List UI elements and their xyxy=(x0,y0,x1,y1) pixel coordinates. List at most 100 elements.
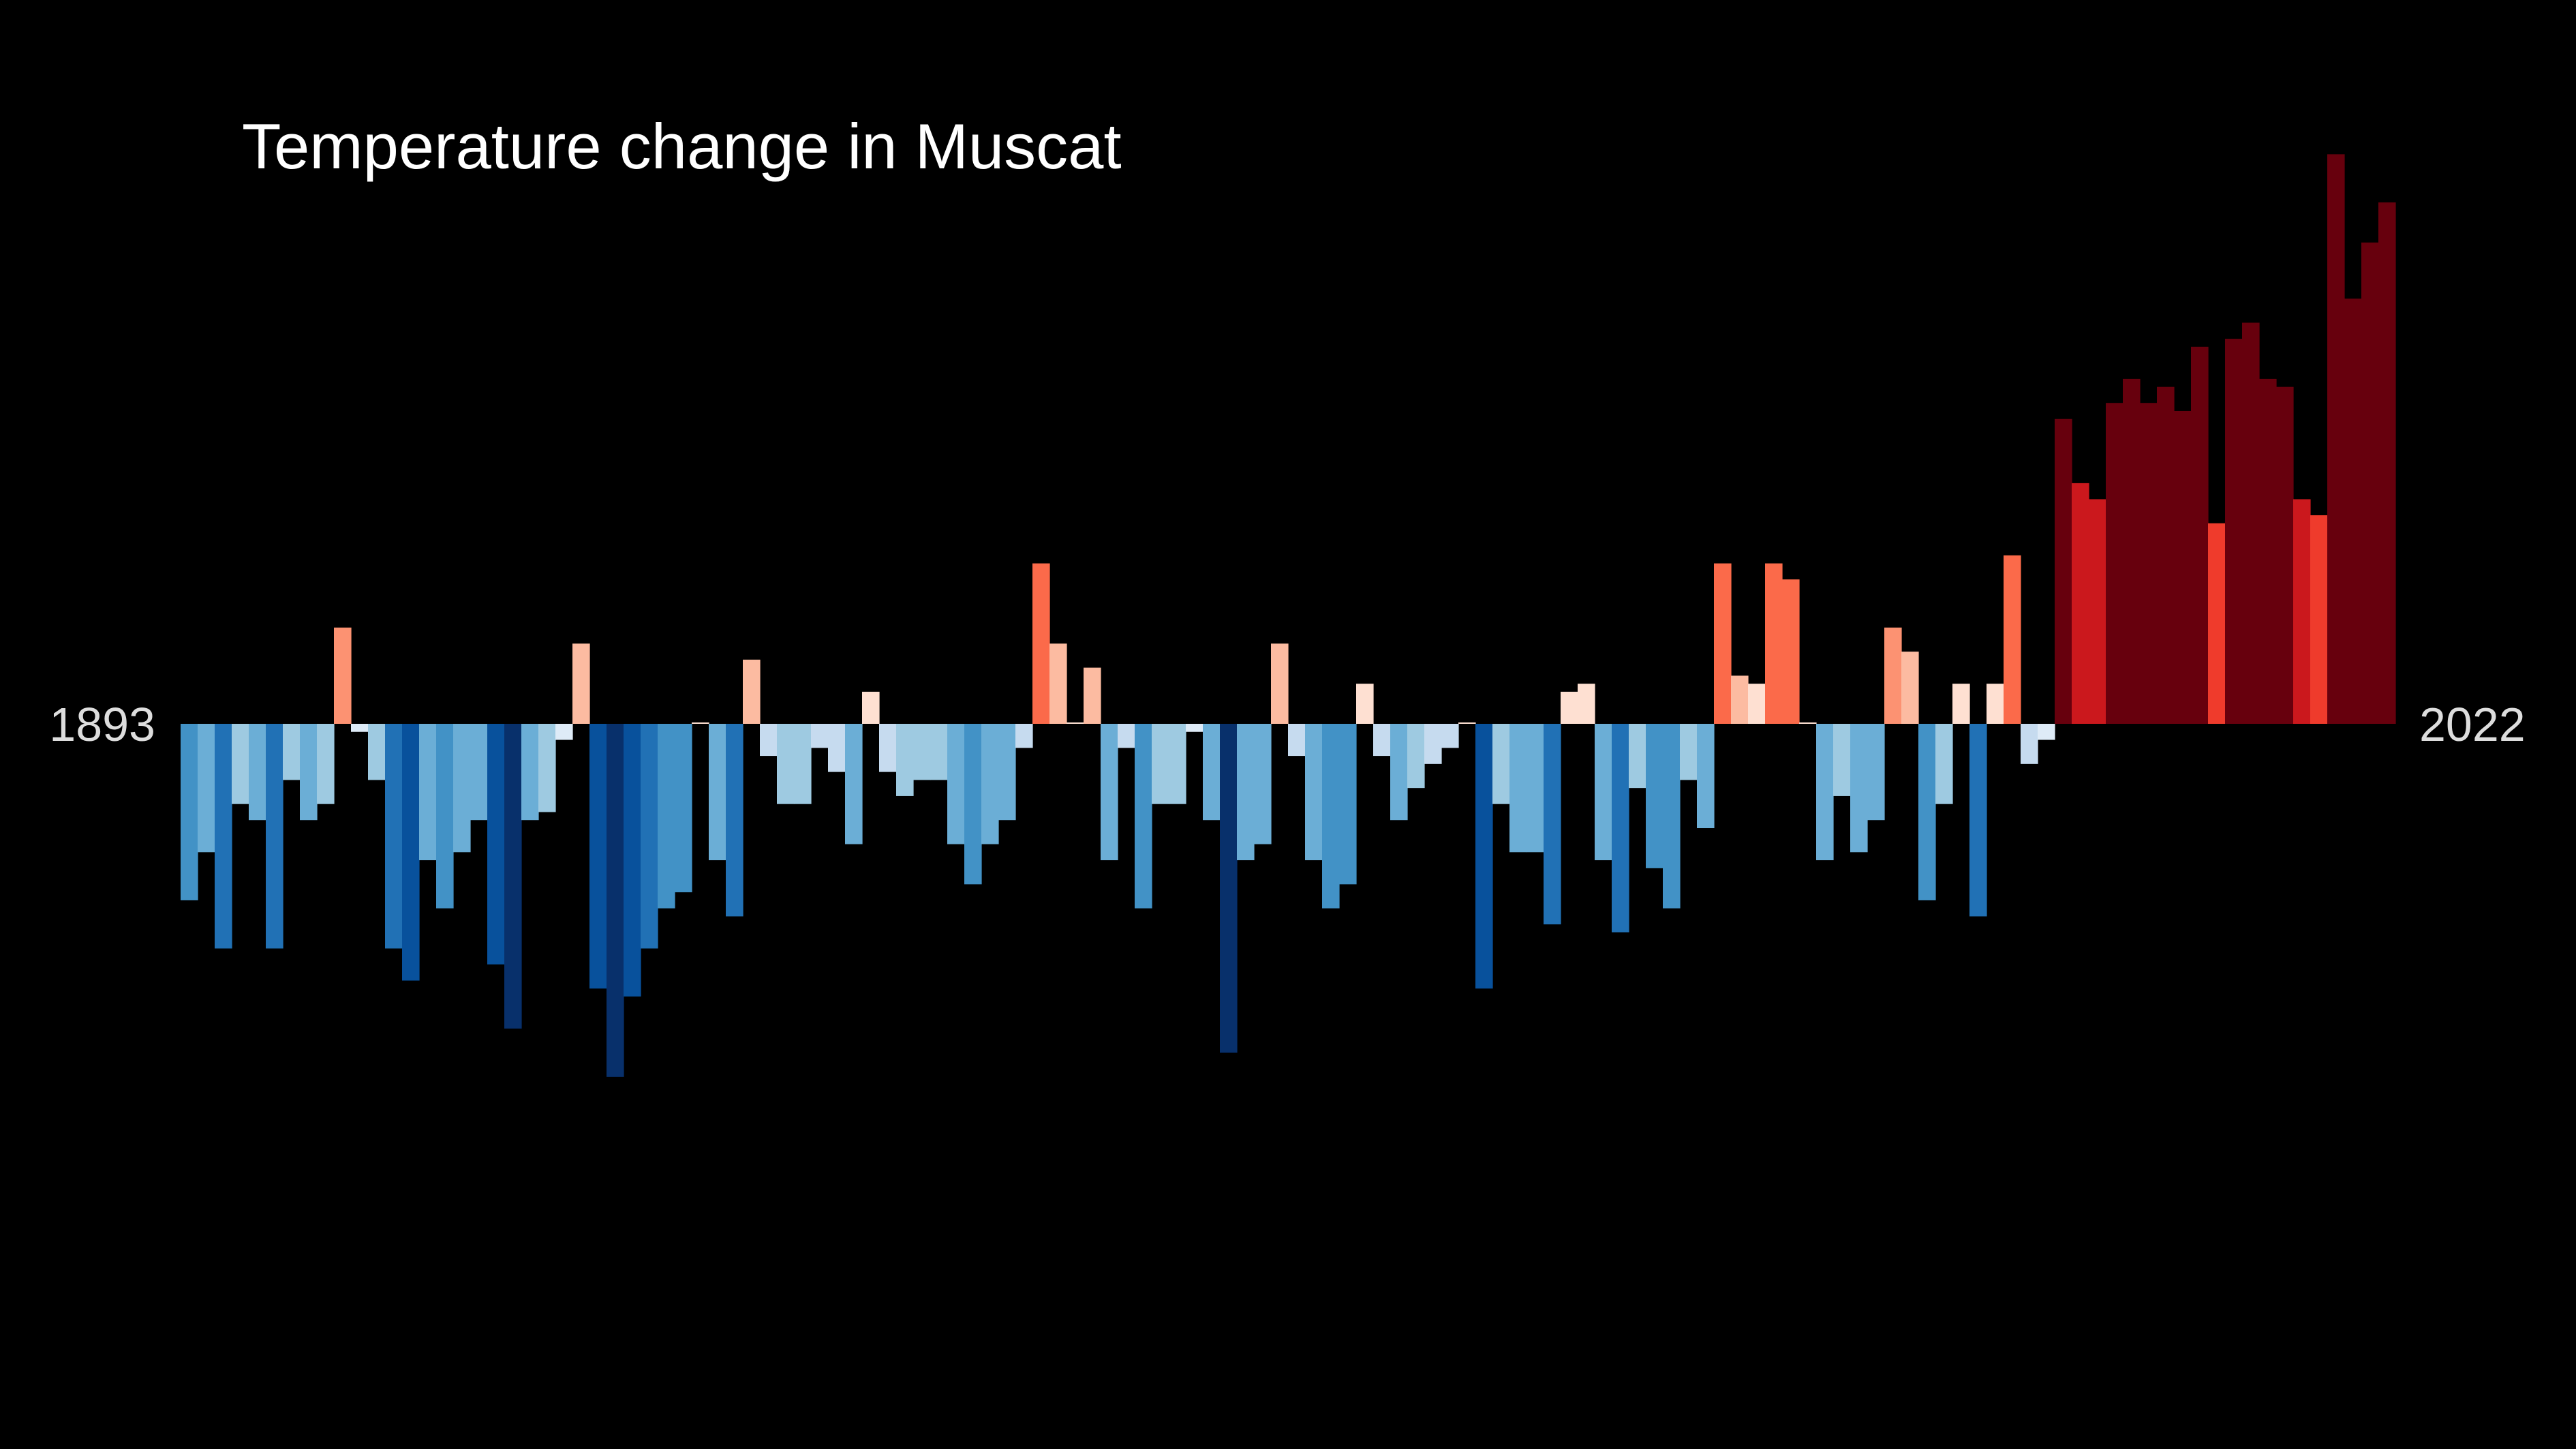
bar-1981 xyxy=(1680,724,1698,780)
bar-1975 xyxy=(1578,684,1595,724)
bar-1898 xyxy=(266,724,283,949)
bar-1996 xyxy=(1935,724,1953,804)
bar-1984 xyxy=(1731,675,1749,724)
bar-2002 xyxy=(2038,724,2055,740)
bar-1911 xyxy=(487,724,505,965)
bar-1909 xyxy=(453,724,471,853)
bar-2000 xyxy=(2004,555,2021,724)
bar-2020 xyxy=(2344,299,2362,724)
bar-2012 xyxy=(2208,523,2226,724)
bar-1973 xyxy=(1544,724,1561,925)
bar-2008 xyxy=(2140,403,2158,724)
bar-1900 xyxy=(300,724,318,821)
bar-1962 xyxy=(1356,684,1374,724)
bar-1926 xyxy=(743,659,761,724)
bar-1980 xyxy=(1663,724,1681,909)
bar-1955 xyxy=(1237,724,1255,861)
bar-2009 xyxy=(2157,386,2175,724)
bar-1931 xyxy=(828,724,846,772)
bar-2018 xyxy=(2310,515,2328,724)
bar-1976 xyxy=(1595,724,1612,861)
bar-1916 xyxy=(572,643,590,724)
bar-1903 xyxy=(351,724,369,732)
bar-1901 xyxy=(317,724,335,804)
bar-1997 xyxy=(1952,684,1970,724)
bar-1944 xyxy=(1049,643,1067,724)
bar-1918 xyxy=(607,724,624,1077)
bar-1992 xyxy=(1867,724,1885,821)
bar-2006 xyxy=(2106,403,2123,724)
bar-1978 xyxy=(1629,724,1646,789)
bar-1938 xyxy=(947,724,965,844)
bar-1967 xyxy=(1441,724,1459,748)
bar-1950 xyxy=(1152,724,1169,804)
bar-1952 xyxy=(1186,724,1203,732)
bar-1964 xyxy=(1390,724,1408,821)
bar-2010 xyxy=(2174,410,2192,724)
bar-2021 xyxy=(2361,242,2379,724)
bar-1970 xyxy=(1492,724,1510,804)
bar-2004 xyxy=(2072,483,2089,724)
bar-1988 xyxy=(1799,722,1817,724)
bar-2022 xyxy=(2378,202,2396,724)
bar-1906 xyxy=(402,724,420,981)
bar-2001 xyxy=(2021,724,2038,764)
bar-1985 xyxy=(1748,684,1766,724)
bar-1939 xyxy=(964,724,982,885)
bar-1923 xyxy=(692,722,709,724)
bar-1960 xyxy=(1322,724,1340,909)
bar-2014 xyxy=(2242,322,2260,724)
bar-1979 xyxy=(1646,724,1663,868)
bar-1986 xyxy=(1765,563,1783,724)
bar-1946 xyxy=(1084,667,1101,724)
bar-1940 xyxy=(981,724,999,844)
bar-1987 xyxy=(1782,579,1800,724)
bar-1893 xyxy=(181,724,198,900)
bar-1991 xyxy=(1850,724,1868,853)
bar-2019 xyxy=(2327,154,2345,724)
bar-1968 xyxy=(1458,722,1476,724)
bar-2015 xyxy=(2259,378,2277,724)
bar-1895 xyxy=(215,724,232,949)
bar-1928 xyxy=(777,724,795,804)
bar-1937 xyxy=(930,724,948,780)
bar-1951 xyxy=(1169,724,1186,804)
start-year-label: 1893 xyxy=(49,698,155,751)
bar-1948 xyxy=(1118,724,1135,748)
bar-1966 xyxy=(1424,724,1442,764)
bar-1974 xyxy=(1561,691,1578,724)
bar-1897 xyxy=(249,724,266,821)
bar-1969 xyxy=(1475,724,1493,989)
bar-1912 xyxy=(504,724,522,1029)
bar-1998 xyxy=(1969,724,1987,917)
bar-2011 xyxy=(2191,346,2209,724)
bar-1947 xyxy=(1101,724,1118,861)
bar-1894 xyxy=(198,724,215,853)
bar-1942 xyxy=(1015,724,1033,748)
bar-2007 xyxy=(2123,378,2141,724)
bar-1927 xyxy=(760,724,778,757)
bar-1929 xyxy=(794,724,812,804)
bar-1917 xyxy=(589,724,607,989)
bar-1896 xyxy=(232,724,249,804)
bar-1922 xyxy=(675,724,692,893)
bar-1994 xyxy=(1901,652,1919,724)
bar-1963 xyxy=(1373,724,1391,757)
bars-group xyxy=(181,154,2396,1077)
bar-1943 xyxy=(1032,563,1050,724)
bar-1971 xyxy=(1509,724,1527,853)
bar-1924 xyxy=(709,724,726,861)
bar-1957 xyxy=(1271,643,1289,724)
bar-1905 xyxy=(385,724,403,949)
bar-1932 xyxy=(845,724,863,844)
bar-1907 xyxy=(419,724,437,861)
bar-1919 xyxy=(624,724,641,997)
bar-1990 xyxy=(1833,724,1851,796)
end-year-label: 2022 xyxy=(2419,698,2526,751)
bar-1945 xyxy=(1067,722,1084,724)
bar-1956 xyxy=(1254,724,1272,844)
bar-2005 xyxy=(2089,499,2106,724)
bar-1914 xyxy=(538,724,556,812)
bar-1958 xyxy=(1288,724,1306,757)
bar-1977 xyxy=(1612,724,1629,933)
